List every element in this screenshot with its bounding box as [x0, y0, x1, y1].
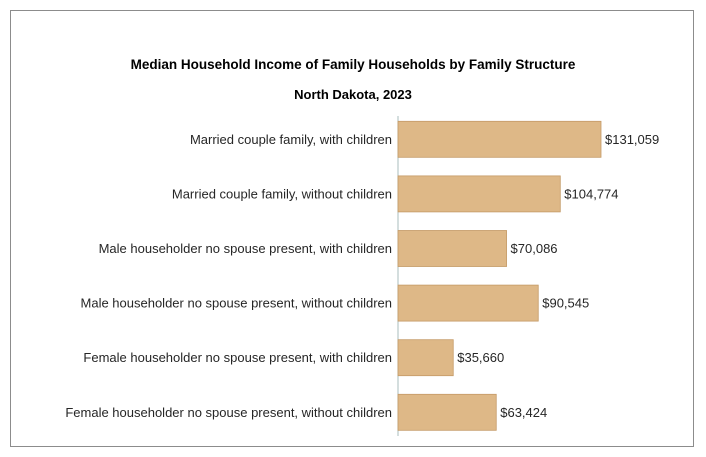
value-label: $104,774: [564, 186, 618, 201]
bar-6: [397, 393, 497, 431]
category-label: Female householder no spouse present, wi…: [65, 405, 392, 420]
value-label: $131,059: [605, 132, 659, 147]
bar-1: [397, 120, 602, 158]
chart-title: Median Household Income of Family Househ…: [130, 57, 576, 72]
value-label: $90,545: [542, 296, 589, 311]
value-label: $63,424: [500, 405, 547, 420]
category-label: Married couple family, with children: [190, 132, 392, 147]
bar-3: [397, 230, 507, 267]
bar-4: [397, 284, 539, 322]
category-label: Male householder no spouse present, with…: [99, 241, 392, 256]
category-labels-group: Married couple family, with children Marr…: [65, 132, 392, 420]
category-label: Male householder no spouse present, with…: [81, 296, 392, 311]
value-label: $35,660: [457, 350, 504, 365]
category-label: Female householder no spouse present, wi…: [83, 350, 392, 365]
bar-5: [397, 339, 454, 377]
category-label: Married couple family, without children: [172, 186, 392, 201]
chart-frame: [10, 10, 694, 447]
value-labels-group: $131,059 $104,774 $70,086 $90,545 $35,660 $63…: [457, 132, 659, 420]
value-label: $70,086: [511, 241, 558, 256]
chart-subtitle: North Dakota, 2023: [294, 87, 412, 102]
bars-group: [397, 120, 602, 431]
bar-2: [397, 175, 561, 213]
